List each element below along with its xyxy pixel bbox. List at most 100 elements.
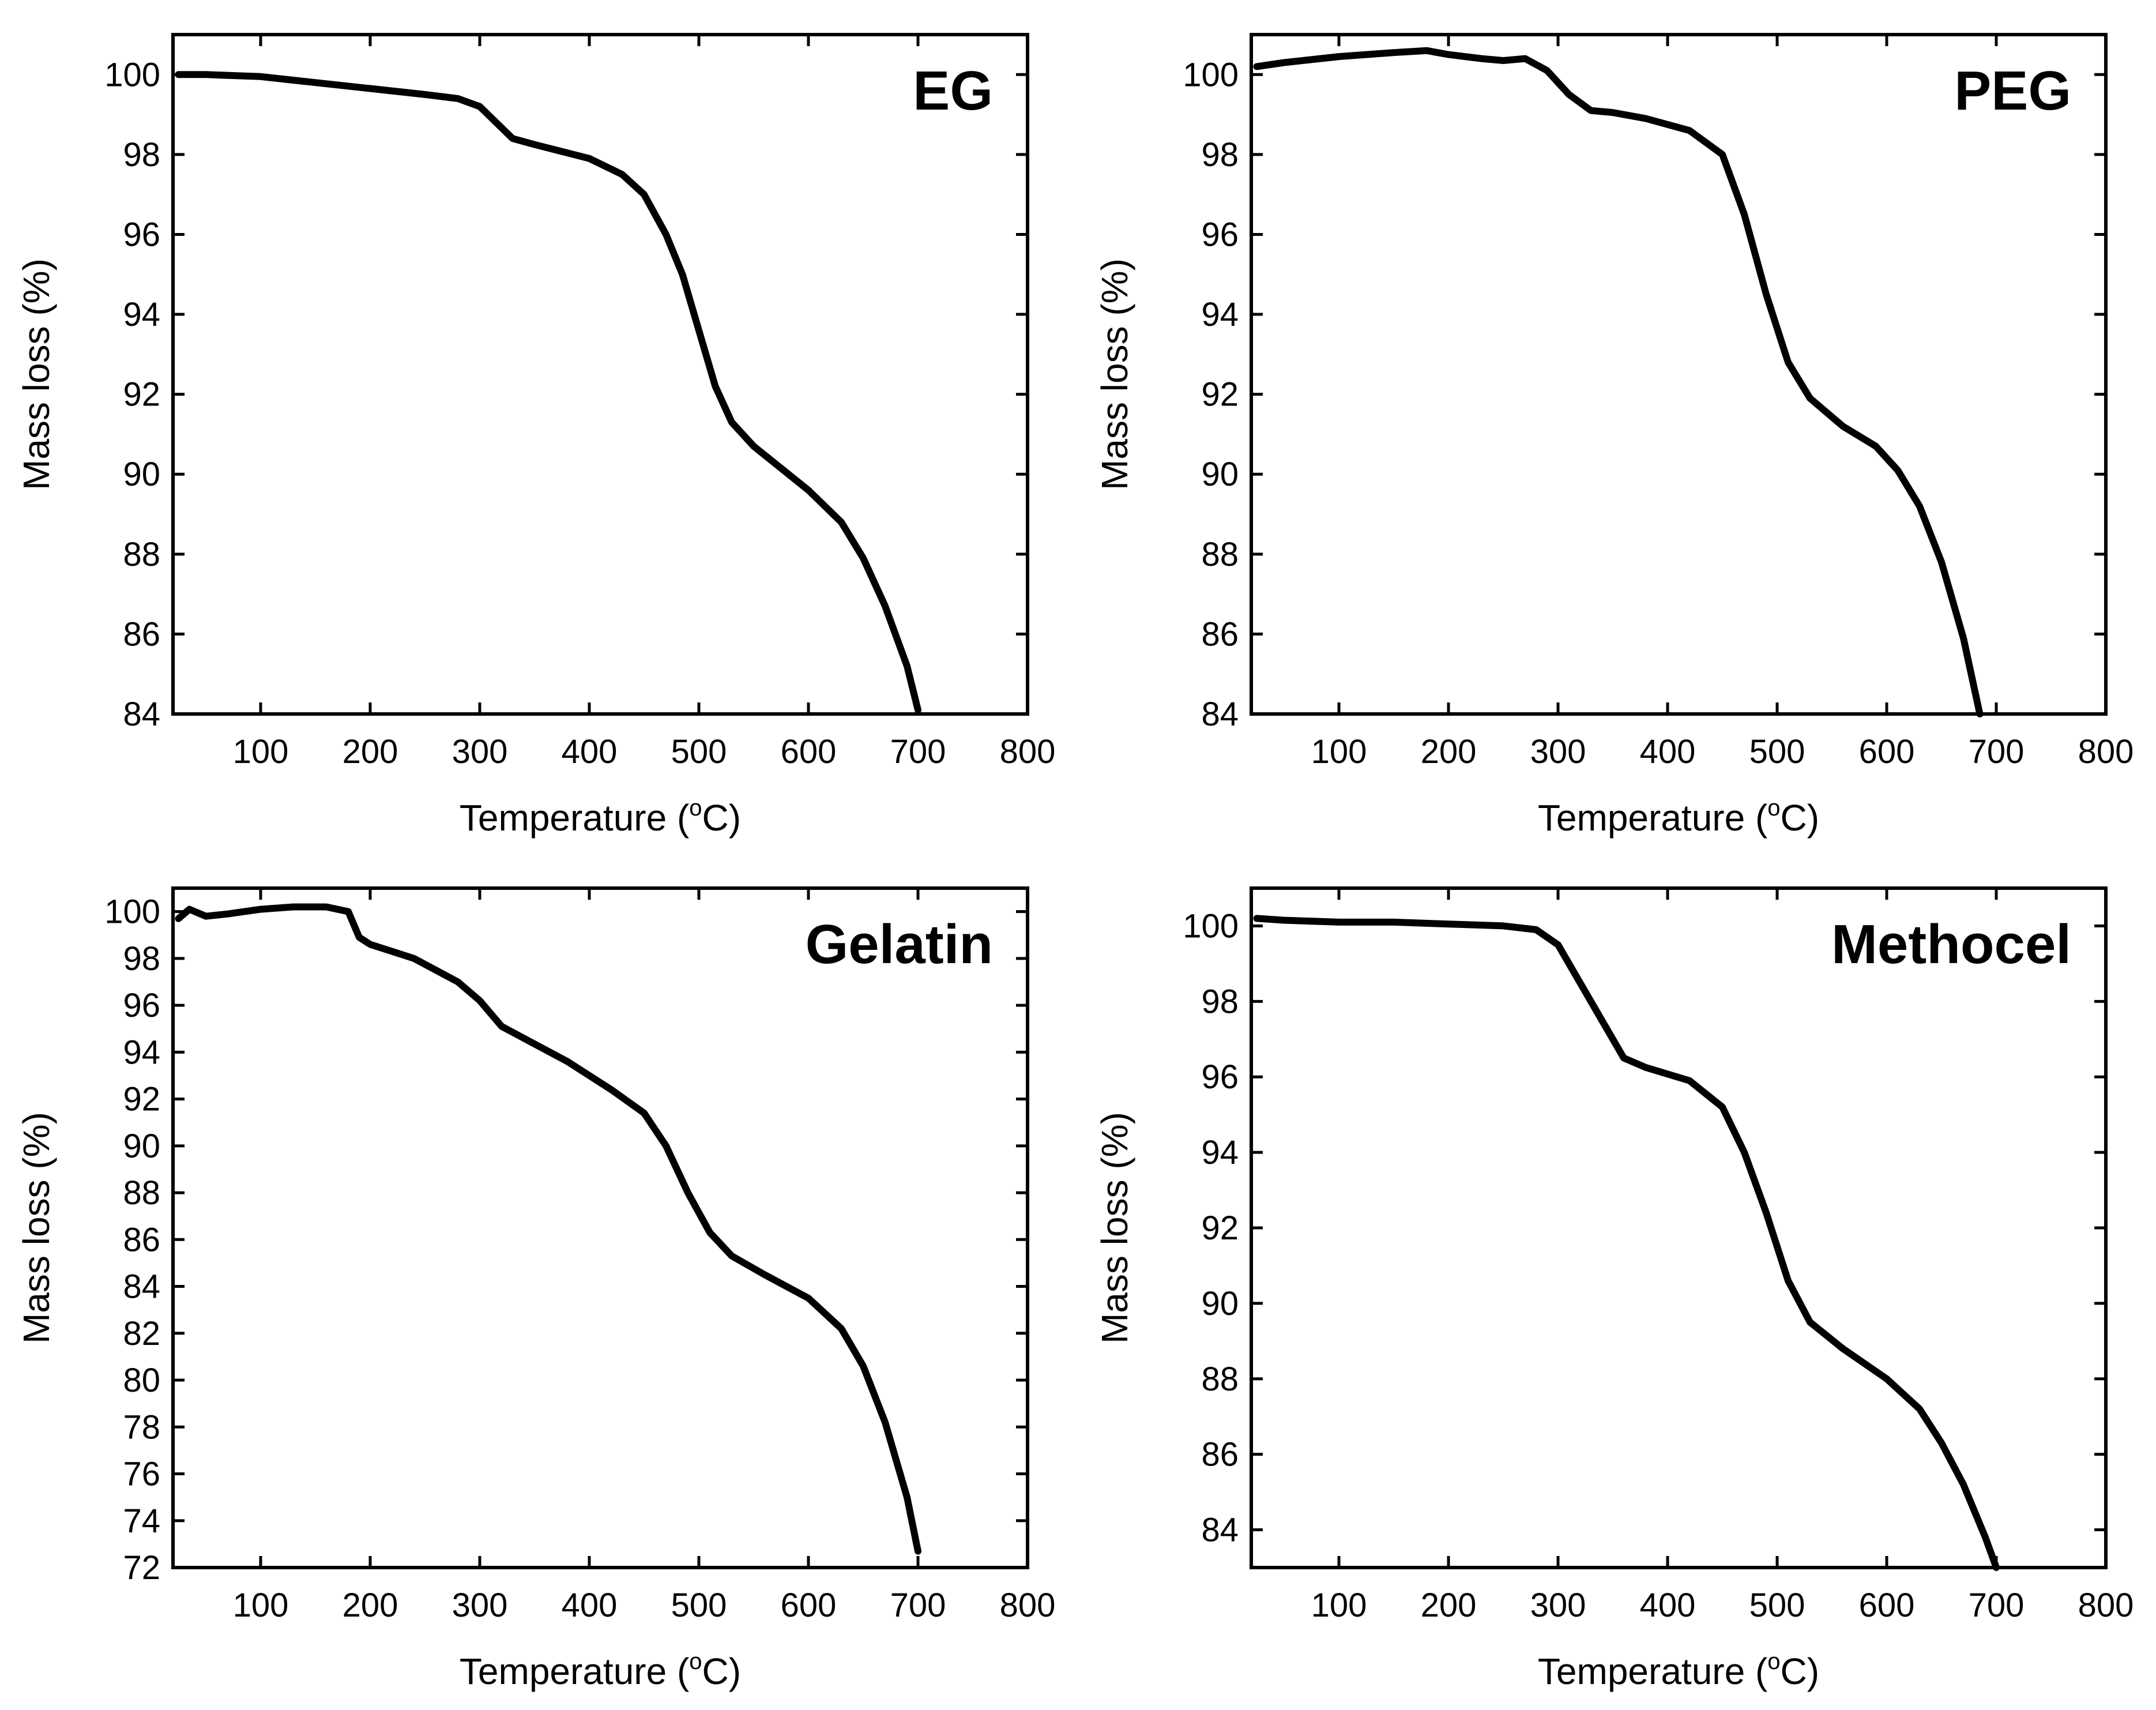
y-tick-label: 98	[123, 136, 160, 174]
x-axis-title-text: Temperature (	[1538, 797, 1767, 839]
x-tick-label: 600	[1859, 1587, 1915, 1624]
x-tick-label: 100	[1311, 1587, 1367, 1624]
panel-eg: 100 200 300 400 500 600 700 800 84 86 88 90 92 94 96 98…	[0, 0, 1078, 854]
x-tick-label: 100	[1311, 733, 1367, 771]
x-tick-label: 200	[343, 1587, 398, 1624]
y-tick-label: 92	[1201, 376, 1239, 414]
x-tick-label: 400	[1640, 733, 1696, 771]
y-tick-label: 82	[123, 1315, 160, 1352]
panel-methocel: 100 200 300 400 500 600 700 800 84 86 88 90 92 94 96 98…	[1078, 854, 2156, 1707]
y-tick-label: 72	[123, 1549, 160, 1587]
y-tick-label: 86	[1201, 1436, 1239, 1474]
panel-label: EG	[913, 60, 993, 122]
y-tick-label: 84	[1201, 1512, 1239, 1549]
y-tick-label: 92	[1201, 1209, 1239, 1247]
y-tick-label: 94	[123, 1033, 160, 1071]
x-tick-label: 300	[452, 1587, 508, 1624]
plot-frame	[171, 886, 1029, 1569]
x-tick-label: 400	[562, 733, 618, 771]
y-tick-label: 90	[1201, 456, 1239, 493]
chart-peg: 100 200 300 400 500 600 700 800 84 86 88 90 92 94 96 98…	[1094, 33, 2134, 839]
y-tick-label: 90	[1201, 1285, 1239, 1322]
x-tick-label: 500	[1749, 1587, 1805, 1624]
panel-label: Methocel	[1831, 914, 2071, 975]
y-tick-label: 98	[1201, 983, 1239, 1020]
y-tick-label: 96	[1201, 1058, 1239, 1096]
x-axis-unit-tail: C)	[702, 797, 742, 839]
x-axis-title-text: Temperature (	[460, 1651, 689, 1692]
x-axis-title: Temperature (oC)	[460, 795, 741, 839]
y-tick-label: 94	[1201, 1134, 1239, 1171]
y-tick-label: 78	[123, 1408, 160, 1446]
y-tick-label: 100	[104, 893, 160, 931]
y-tick-label: 92	[123, 1081, 160, 1118]
series-line-methocel	[1253, 915, 2000, 1571]
x-tick-label: 700	[1969, 1587, 2025, 1624]
y-axis-title: Mass loss (%)	[16, 1112, 57, 1344]
y-tick-label: 84	[123, 1268, 160, 1306]
x-tick-label: 500	[671, 733, 727, 771]
x-axis-unit-tail: C)	[1781, 1651, 1820, 1692]
y-tick-label: 84	[123, 696, 160, 733]
x-axis-unit-tail: C)	[1781, 797, 1820, 839]
x-tick-label: 800	[1000, 733, 1056, 771]
y-axis-title: Mass loss (%)	[16, 258, 57, 490]
y-tick-label: 98	[1201, 136, 1239, 174]
y-tick-label: 98	[123, 940, 160, 978]
x-tick-label: 700	[1969, 733, 2025, 771]
x-tick-label: 700	[890, 1587, 946, 1624]
x-tick-label: 800	[2078, 733, 2134, 771]
y-tick-label: 86	[123, 615, 160, 653]
y-tick-label: 88	[1201, 536, 1239, 573]
panel-label: Gelatin	[806, 914, 993, 975]
y-tick-label: 100	[104, 56, 160, 93]
chart-methocel: 100 200 300 400 500 600 700 800 84 86 88 90 92 94 96 98…	[1094, 886, 2134, 1692]
x-axis-title: Temperature (oC)	[460, 1649, 741, 1692]
y-tick-label: 76	[123, 1456, 160, 1493]
series-line-gelatin	[175, 903, 921, 1555]
y-tick-label: 80	[123, 1362, 160, 1399]
x-tick-label: 200	[1421, 733, 1477, 771]
panel-gelatin: 100 200 300 400 500 600 700 800 72 74 76 78 80 82 84 86…	[0, 854, 1078, 1707]
x-tick-label: 600	[781, 1587, 837, 1624]
y-tick-label: 100	[1183, 56, 1239, 93]
x-tick-label: 400	[1640, 1587, 1696, 1624]
series-line-peg	[1253, 47, 1984, 717]
y-axis-title: Mass loss (%)	[1094, 258, 1135, 490]
y-tick-label: 90	[123, 1128, 160, 1165]
x-axis-title-text: Temperature (	[1538, 1651, 1767, 1692]
plot-frame	[171, 33, 1029, 716]
y-tick-label: 92	[123, 376, 160, 414]
x-axis-unit-sup: o	[1767, 795, 1780, 821]
x-tick-label: 500	[671, 1587, 727, 1624]
x-axis-title: Temperature (oC)	[1538, 795, 1819, 839]
y-tick-label: 88	[123, 536, 160, 573]
x-axis-unit-tail: C)	[702, 1651, 742, 1692]
y-tick-label: 96	[123, 987, 160, 1024]
x-tick-label: 800	[1000, 1587, 1056, 1624]
x-tick-label: 700	[890, 733, 946, 771]
x-tick-label: 800	[2078, 1587, 2134, 1624]
panel-peg: 100 200 300 400 500 600 700 800 84 86 88 90 92 94 96 98…	[1078, 0, 2156, 854]
x-tick-label: 200	[1421, 1587, 1477, 1624]
x-tick-label: 300	[452, 733, 508, 771]
y-axis-title: Mass loss (%)	[1094, 1112, 1135, 1344]
x-tick-label: 100	[233, 1587, 289, 1624]
y-tick-label: 94	[123, 296, 160, 333]
x-axis-title: Temperature (oC)	[1538, 1649, 1819, 1692]
x-axis-title-text: Temperature (	[460, 797, 689, 839]
x-tick-label: 600	[1859, 733, 1915, 771]
chart-gelatin: 100 200 300 400 500 600 700 800 72 74 76 78 80 82 84 86…	[16, 886, 1056, 1692]
series-line-eg	[175, 71, 921, 714]
y-tick-label: 84	[1201, 696, 1239, 733]
x-tick-label: 100	[233, 733, 289, 771]
x-tick-label: 500	[1749, 733, 1805, 771]
plot-frame	[1250, 33, 2108, 716]
y-tick-label: 94	[1201, 296, 1239, 333]
panel-label: PEG	[1954, 60, 2071, 122]
x-tick-label: 300	[1530, 733, 1586, 771]
y-tick-label: 90	[123, 456, 160, 493]
y-tick-label: 100	[1183, 907, 1239, 945]
plot-frame	[1250, 886, 2108, 1569]
y-tick-label: 88	[123, 1174, 160, 1212]
